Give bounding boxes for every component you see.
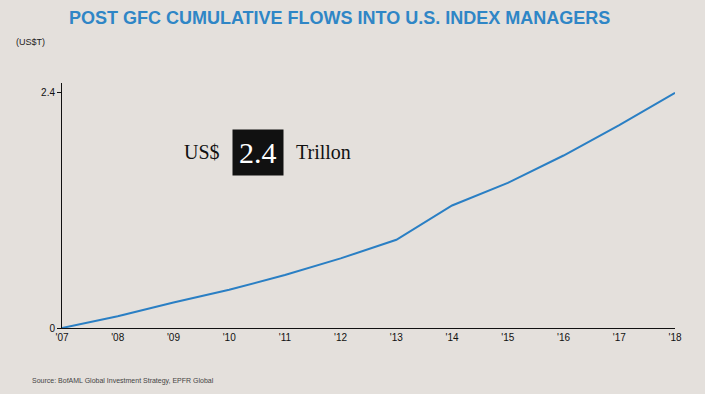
svg-text:2.4: 2.4 xyxy=(41,87,55,98)
svg-text:Trillon: Trillon xyxy=(296,141,351,163)
svg-text:'08: '08 xyxy=(111,332,124,343)
svg-text:'11: '11 xyxy=(279,332,292,343)
svg-text:'10: '10 xyxy=(223,332,236,343)
svg-text:(US$T): (US$T) xyxy=(16,37,45,47)
svg-text:'16: '16 xyxy=(557,332,570,343)
svg-text:'09: '09 xyxy=(167,332,180,343)
svg-text:'15: '15 xyxy=(501,332,514,343)
svg-text:Source: BofAML Global Investme: Source: BofAML Global Investment Strateg… xyxy=(32,377,214,385)
svg-text:'14: '14 xyxy=(446,332,459,343)
svg-text:'07: '07 xyxy=(55,332,68,343)
svg-text:POST GFC CUMULATIVE FLOWS INTO: POST GFC CUMULATIVE FLOWS INTO U.S. INDE… xyxy=(69,8,610,28)
svg-text:'13: '13 xyxy=(390,332,403,343)
svg-text:'17: '17 xyxy=(613,332,626,343)
svg-text:'18: '18 xyxy=(668,332,681,343)
svg-text:'12: '12 xyxy=(334,332,347,343)
svg-text:US$: US$ xyxy=(184,141,220,163)
svg-text:2.4: 2.4 xyxy=(239,136,277,169)
svg-text:0: 0 xyxy=(49,323,55,334)
